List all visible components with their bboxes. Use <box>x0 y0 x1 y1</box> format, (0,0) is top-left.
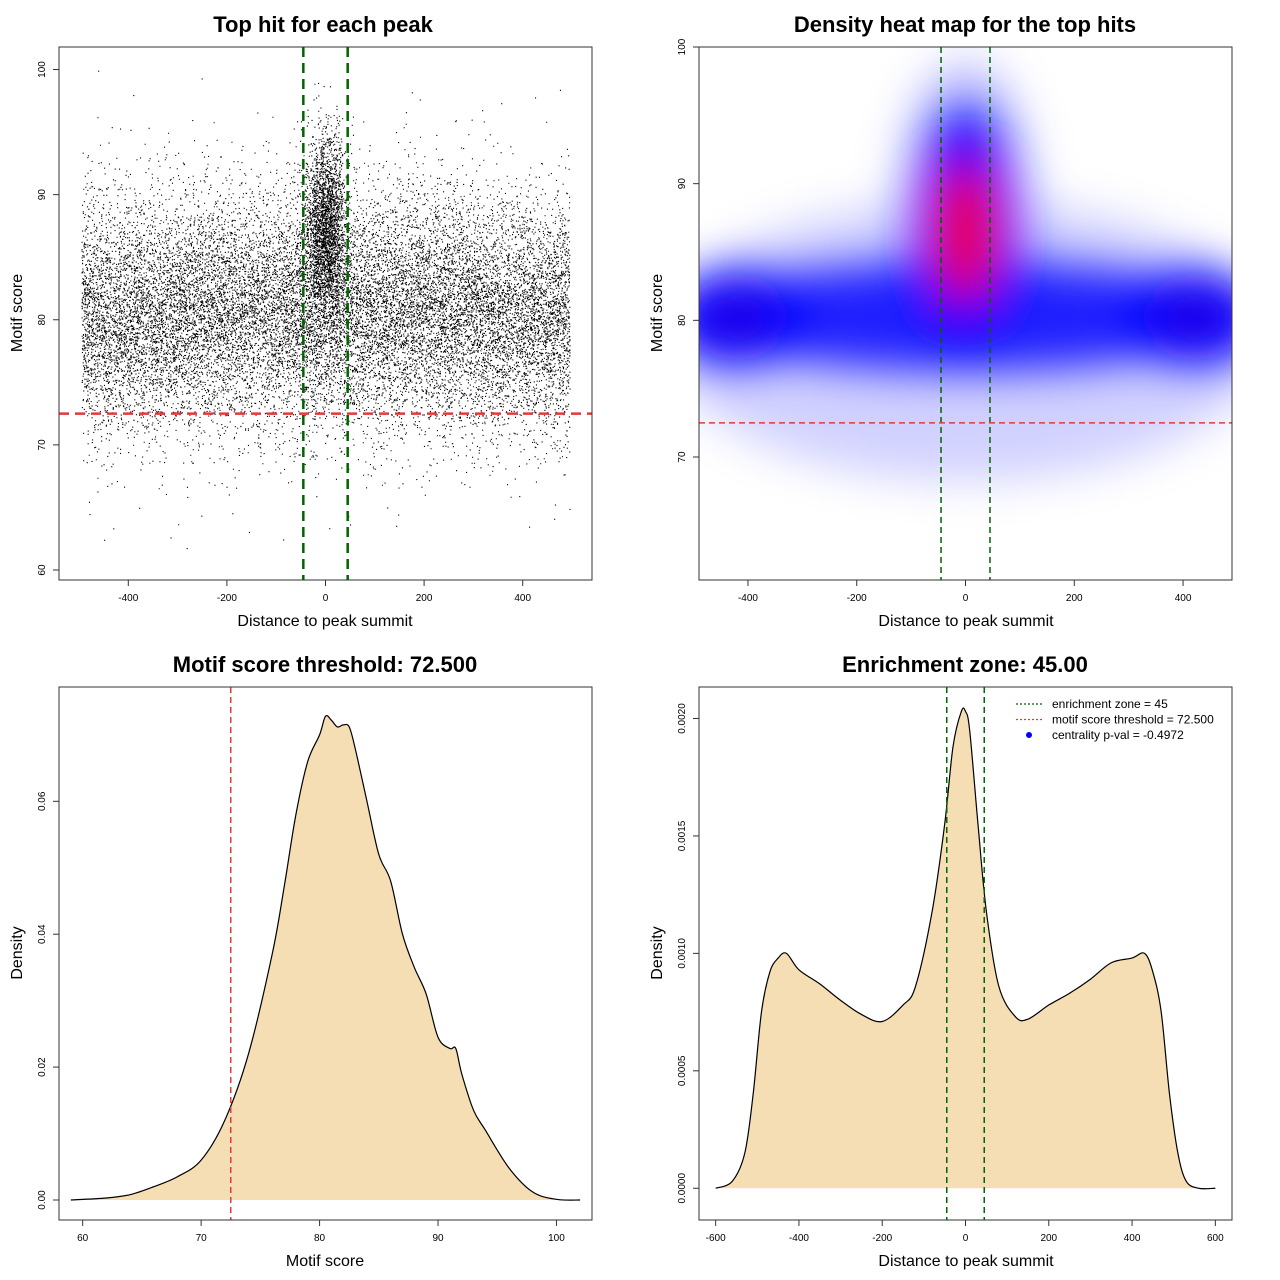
x-tick-label: 90 <box>432 1233 444 1244</box>
scatter-x-axis: -400 -200 0 200 400 <box>118 579 531 604</box>
x-tick-label: 0 <box>963 593 969 604</box>
heatmap-x-label: Distance to peak summit <box>878 613 1054 630</box>
x-tick-label: 80 <box>314 1233 326 1244</box>
x-tick-label: 0 <box>963 1233 969 1244</box>
distance-density-x-label: Distance to peak summit <box>878 1253 1054 1270</box>
y-tick-label: 70 <box>677 451 688 463</box>
x-tick-label: 200 <box>1040 1233 1057 1244</box>
distance-density-reference-lines <box>946 687 985 1220</box>
heatmap-x-axis: -400 -200 0 200 400 <box>738 579 1192 604</box>
x-tick-label: 400 <box>1175 593 1192 604</box>
scatter-y-label: Motif score <box>9 274 26 352</box>
x-tick-label: -400 <box>789 1233 809 1244</box>
heat-hotspot <box>937 164 994 301</box>
legend-symbol <box>1026 732 1032 738</box>
y-tick-label: 0.0000 <box>677 1173 688 1204</box>
y-tick-label: 0.02 <box>37 1057 48 1077</box>
x-tick-label: 200 <box>416 593 433 604</box>
scatter-panel: Top hit for each peak -400 -200 0 200 400 60… <box>9 12 593 630</box>
y-tick-label: 90 <box>677 178 688 190</box>
y-tick-label: 0.04 <box>37 924 48 944</box>
x-tick-label: 200 <box>1066 593 1083 604</box>
x-tick-label: -600 <box>706 1233 726 1244</box>
x-tick-label: 400 <box>514 593 531 604</box>
y-tick-label: 80 <box>37 314 48 326</box>
x-tick-label: 600 <box>1207 1233 1224 1244</box>
heatmap-title: Density heat map for the top hits <box>794 12 1136 37</box>
density-line <box>715 707 1216 1190</box>
y-tick-label: 80 <box>677 314 688 326</box>
scatter-y-axis: 60 70 80 90 100 <box>37 61 60 576</box>
distance-density-y-axis: 0.0000 0.0005 0.0010 0.0015 0.0020 <box>677 703 700 1204</box>
scatter-point-cloud <box>81 70 571 550</box>
scatter-title: Top hit for each peak <box>213 12 433 37</box>
x-tick-label: 0 <box>323 593 329 604</box>
scatter-x-label: Distance to peak summit <box>237 613 413 630</box>
y-tick-label: 100 <box>677 38 688 55</box>
x-tick-label: -200 <box>847 593 867 604</box>
distance-density-x-axis: -600 -400 -200 0 200 400 600 <box>706 1219 1224 1244</box>
density-line <box>70 715 581 1201</box>
x-tick-label: -400 <box>118 593 138 604</box>
x-tick-label: 400 <box>1124 1233 1141 1244</box>
heatmap-blobs <box>699 61 1232 481</box>
heatmap-reference-lines <box>699 47 1232 580</box>
legend-label: motif score threshold = 72.500 <box>1052 713 1214 727</box>
heat-hotspot <box>1159 295 1228 340</box>
density-area-fill <box>715 707 1216 1189</box>
legend-label: centrality p-val = -0.4972 <box>1052 728 1184 742</box>
x-tick-label: -200 <box>872 1233 892 1244</box>
score-density-y-label: Density <box>9 926 26 979</box>
heatmap-y-label: Motif score <box>649 274 666 352</box>
y-tick-label: 70 <box>37 439 48 451</box>
y-tick-label: 0.0020 <box>677 703 688 734</box>
heatmap-y-axis: 70 80 90 100 <box>677 38 700 463</box>
score-density-x-label: Motif score <box>286 1253 364 1270</box>
y-tick-label: 0.00 <box>37 1190 48 1210</box>
heat-hotspot <box>703 295 772 340</box>
score-density-curve <box>70 715 581 1201</box>
density-area-fill <box>70 715 581 1201</box>
score-density-y-axis: 0.00 0.02 0.04 0.06 <box>37 791 60 1210</box>
x-tick-label: -200 <box>217 593 237 604</box>
score-density-x-axis: 60 70 80 90 100 <box>77 1219 565 1244</box>
y-tick-label: 0.0010 <box>677 938 688 969</box>
distance-density-title: Enrichment zone: 45.00 <box>842 652 1088 677</box>
x-tick-label: -400 <box>738 593 758 604</box>
y-tick-label: 0.06 <box>37 791 48 811</box>
heatmap-panel: Density heat map for the top hits -400 -2… <box>649 12 1233 630</box>
scatter-points <box>81 70 571 550</box>
y-tick-label: 60 <box>37 564 48 576</box>
y-tick-label: 0.0005 <box>677 1055 688 1086</box>
score-density-panel: Motif score threshold: 72.500 60 70 80 90 10… <box>9 652 593 1270</box>
distance-density-curve <box>715 707 1216 1190</box>
x-tick-label: 100 <box>548 1233 565 1244</box>
score-density-title: Motif score threshold: 72.500 <box>173 652 477 677</box>
legend-label: enrichment zone = 45 <box>1052 697 1168 711</box>
distance-density-y-label: Density <box>649 926 666 979</box>
heatmap-density-field <box>699 47 1232 580</box>
y-tick-label: 100 <box>37 61 48 78</box>
y-tick-label: 90 <box>37 189 48 201</box>
distance-density-panel: Enrichment zone: 45.00 -600 -400 -200 0 200 4… <box>649 652 1233 1270</box>
scatter-reference-lines <box>59 47 592 580</box>
distance-density-legend: enrichment zone = 45 motif score threshol… <box>1016 697 1214 742</box>
x-tick-label: 60 <box>77 1233 89 1244</box>
y-tick-label: 0.0015 <box>677 820 688 851</box>
x-tick-label: 70 <box>196 1233 208 1244</box>
